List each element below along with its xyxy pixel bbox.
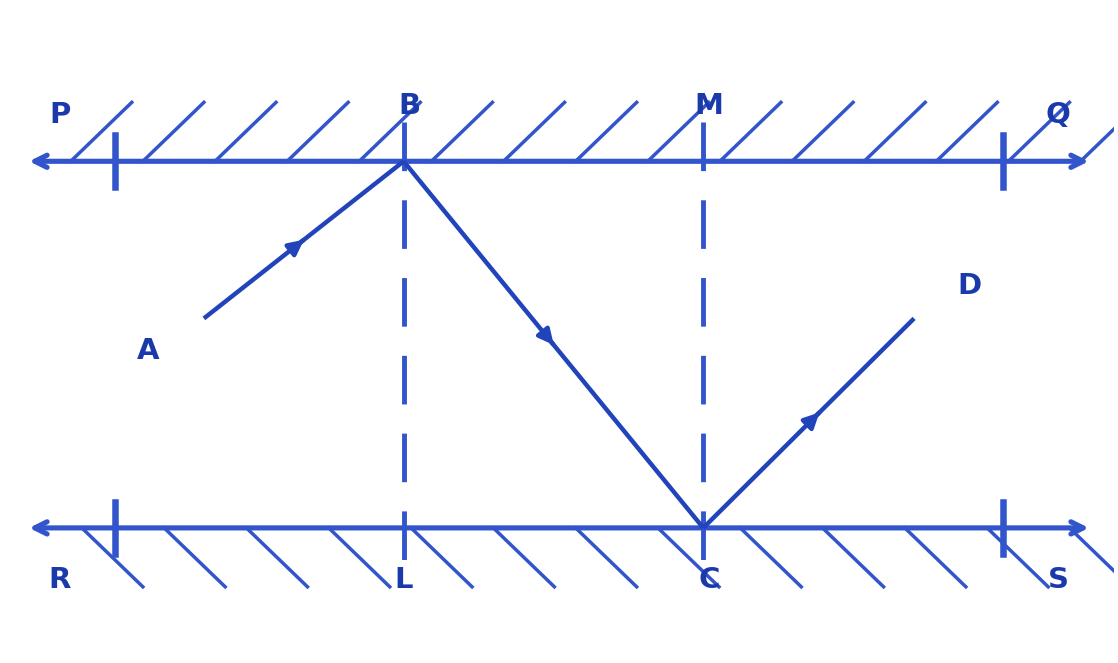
Text: D: D (957, 272, 982, 300)
Text: R: R (48, 566, 70, 594)
Text: B: B (398, 91, 420, 119)
Text: P: P (49, 101, 70, 129)
Text: L: L (395, 566, 413, 594)
Text: A: A (138, 337, 160, 365)
Text: S: S (1048, 566, 1069, 594)
Text: C: C (698, 566, 720, 594)
Text: Q: Q (1046, 101, 1071, 129)
Text: M: M (694, 91, 723, 119)
